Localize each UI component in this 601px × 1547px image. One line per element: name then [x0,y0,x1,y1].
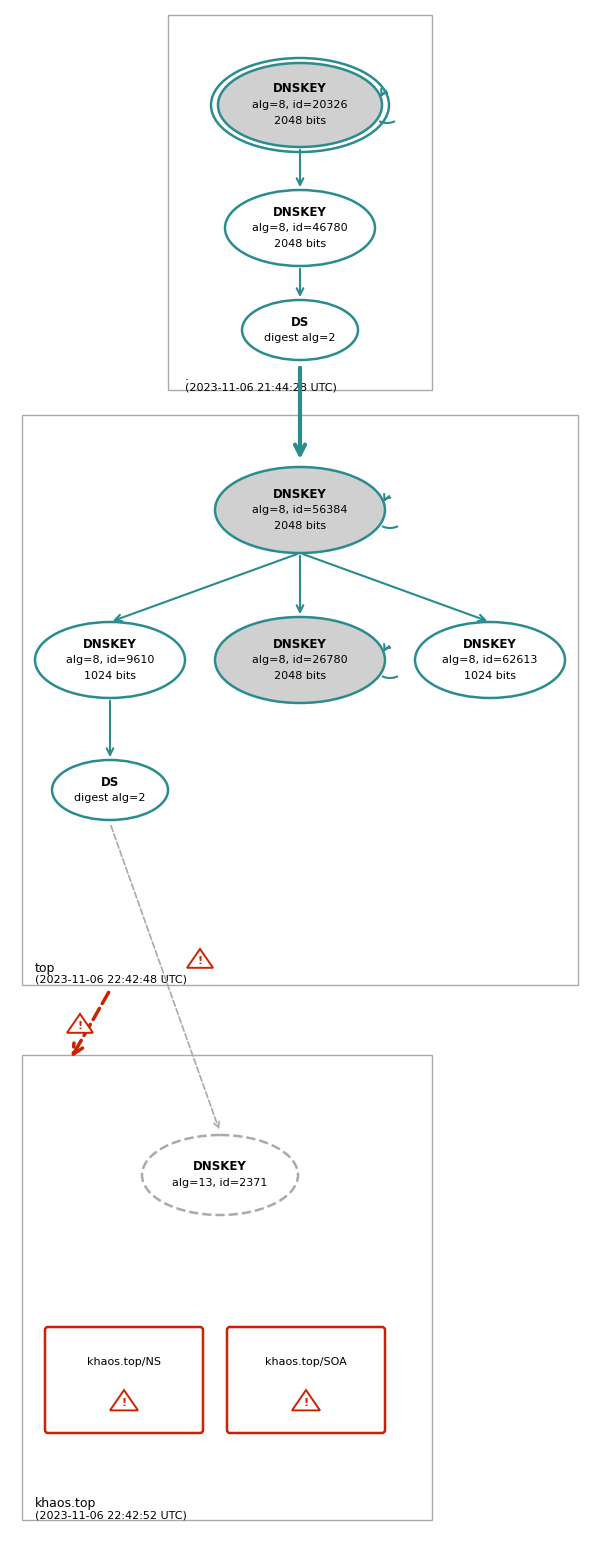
Text: !: ! [198,956,203,967]
Text: alg=8, id=26780: alg=8, id=26780 [252,654,348,665]
Text: 2048 bits: 2048 bits [274,521,326,531]
Text: DNSKEY: DNSKEY [83,637,137,650]
Ellipse shape [218,63,382,147]
Text: digest alg=2: digest alg=2 [264,333,336,343]
Text: top: top [35,962,55,975]
Text: khaos.top/SOA: khaos.top/SOA [265,1357,347,1368]
Text: alg=8, id=46780: alg=8, id=46780 [252,223,348,234]
Text: alg=8, id=20326: alg=8, id=20326 [252,101,348,110]
Ellipse shape [225,190,375,266]
Text: alg=13, id=2371: alg=13, id=2371 [172,1177,267,1188]
Text: DS: DS [291,316,309,328]
Text: khaos.top: khaos.top [35,1497,96,1510]
Polygon shape [110,1391,138,1411]
Text: khaos.top/NS: khaos.top/NS [87,1357,161,1368]
Ellipse shape [52,760,168,820]
Text: (2023-11-06 22:42:48 UTC): (2023-11-06 22:42:48 UTC) [35,975,187,985]
Bar [168,15,432,390]
Ellipse shape [142,1135,298,1214]
FancyBboxPatch shape [227,1327,385,1433]
Text: DNSKEY: DNSKEY [273,637,327,650]
Ellipse shape [35,622,185,698]
Text: 2048 bits: 2048 bits [274,116,326,125]
Text: 2048 bits: 2048 bits [274,238,326,249]
Text: (2023-11-06 21:44:28 UTC): (2023-11-06 21:44:28 UTC) [185,384,337,393]
Text: DNSKEY: DNSKEY [463,637,517,650]
Text: DS: DS [101,775,119,789]
Text: DNSKEY: DNSKEY [273,487,327,501]
Text: 1024 bits: 1024 bits [84,671,136,681]
Ellipse shape [242,300,358,360]
Polygon shape [292,1391,320,1411]
Text: !: ! [121,1398,127,1408]
Bar [22,1055,432,1521]
Text: .: . [185,370,189,384]
Bar [22,415,578,985]
Ellipse shape [215,617,385,702]
Text: alg=8, id=56384: alg=8, id=56384 [252,504,348,515]
Text: alg=8, id=9610: alg=8, id=9610 [66,654,154,665]
Text: !: ! [78,1021,82,1032]
Ellipse shape [215,467,385,552]
Text: DNSKEY: DNSKEY [193,1160,247,1174]
Text: !: ! [304,1398,308,1408]
Text: DNSKEY: DNSKEY [273,206,327,218]
Ellipse shape [415,622,565,698]
Text: alg=8, id=62613: alg=8, id=62613 [442,654,538,665]
Text: (2023-11-06 22:42:52 UTC): (2023-11-06 22:42:52 UTC) [35,1510,187,1521]
Polygon shape [67,1013,93,1033]
Text: digest alg=2: digest alg=2 [75,794,146,803]
Text: DNSKEY: DNSKEY [273,82,327,96]
Text: 1024 bits: 1024 bits [464,671,516,681]
Text: 2048 bits: 2048 bits [274,671,326,681]
FancyBboxPatch shape [45,1327,203,1433]
Polygon shape [187,948,213,968]
